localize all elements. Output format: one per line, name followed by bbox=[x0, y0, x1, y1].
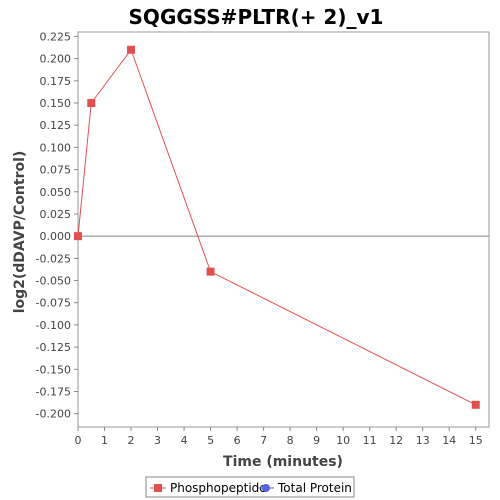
x-tick-label: 11 bbox=[363, 434, 377, 447]
x-tick-label: 1 bbox=[101, 434, 108, 447]
x-tick-label: 2 bbox=[128, 434, 135, 447]
y-tick-label: 0.150 bbox=[40, 97, 72, 110]
y-tick-label: 0.200 bbox=[40, 53, 72, 66]
y-tick-label: 0.050 bbox=[40, 186, 72, 199]
x-tick-label: 6 bbox=[234, 434, 241, 447]
x-tick-label: 15 bbox=[469, 434, 483, 447]
y-tick-label: 0.225 bbox=[40, 30, 72, 43]
x-tick-label: 5 bbox=[207, 434, 214, 447]
series-markers bbox=[74, 45, 480, 409]
y-tick-label: 0.125 bbox=[40, 119, 72, 132]
data-point bbox=[74, 232, 82, 241]
data-point bbox=[206, 267, 215, 276]
legend-label: Phosphopeptide bbox=[170, 481, 267, 495]
legend: Phosphopeptide Total Protein bbox=[145, 476, 355, 498]
x-tick-label: 12 bbox=[389, 434, 403, 447]
legend-circle-marker-icon bbox=[262, 484, 270, 492]
y-tick-label: 0.100 bbox=[40, 141, 72, 154]
x-tick-label: 7 bbox=[260, 434, 267, 447]
x-tick-label: 13 bbox=[416, 434, 430, 447]
chart-title: SQGGSS#PLTR(+ 2)_v1 bbox=[129, 5, 384, 29]
y-tick-label: -0.050 bbox=[36, 275, 71, 288]
legend-box bbox=[145, 476, 355, 498]
y-tick-label: 0.025 bbox=[40, 208, 72, 221]
y-tick-label: -0.025 bbox=[36, 252, 71, 265]
y-axis-label: log2(dDAVP/Control) bbox=[12, 151, 28, 314]
data-point bbox=[471, 400, 480, 409]
y-axis: 0.225 0.200 0.175 0.150 0.125 0.100 0.075 0.050… bbox=[36, 30, 78, 421]
y-tick-label: -0.100 bbox=[36, 319, 71, 332]
y-tick-label: 0.075 bbox=[40, 164, 72, 177]
legend-label: Total Protein bbox=[277, 481, 352, 495]
plot-area bbox=[77, 31, 490, 428]
y-tick-label: -0.175 bbox=[36, 385, 71, 398]
x-tick-label: 0 bbox=[75, 434, 82, 447]
y-tick-label: -0.150 bbox=[36, 363, 71, 376]
data-point bbox=[127, 45, 136, 54]
y-tick-label: 0.000 bbox=[40, 230, 72, 243]
y-tick-label: 0.175 bbox=[40, 75, 72, 88]
x-axis: 0 1 2 3 4 5 6 7 8 9 10 11 12 13 14 15 bbox=[75, 427, 483, 447]
x-tick-label: 3 bbox=[154, 434, 161, 447]
data-point bbox=[87, 99, 96, 108]
x-tick-label: 10 bbox=[336, 434, 350, 447]
x-tick-label: 14 bbox=[442, 434, 456, 447]
y-tick-label: -0.125 bbox=[36, 341, 71, 354]
x-tick-label: 8 bbox=[287, 434, 294, 447]
x-tick-label: 9 bbox=[313, 434, 320, 447]
y-tick-label: -0.075 bbox=[36, 297, 71, 310]
y-tick-label: -0.200 bbox=[36, 408, 71, 421]
x-tick-label: 4 bbox=[181, 434, 188, 447]
legend-square-marker-icon bbox=[154, 484, 162, 492]
x-axis-label: Time (minutes) bbox=[223, 454, 343, 470]
